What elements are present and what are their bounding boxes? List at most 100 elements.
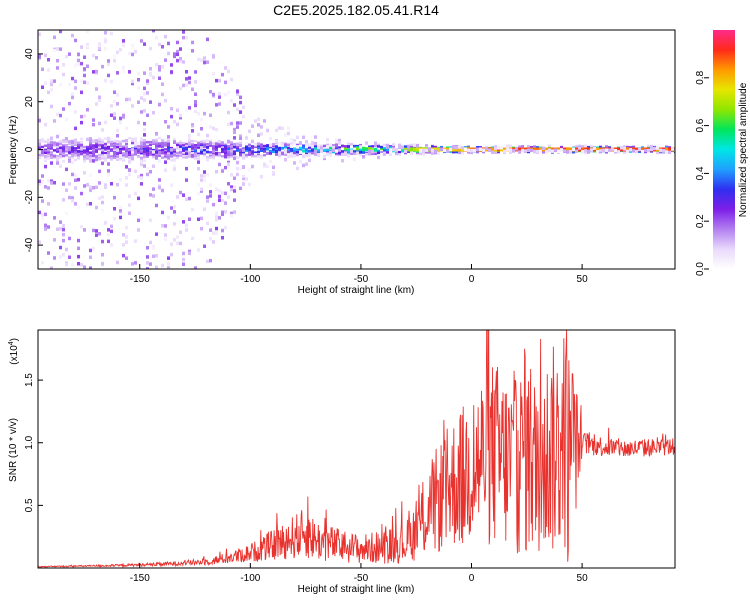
- spectrogram-cell: [161, 188, 164, 193]
- spectrogram-cell: [212, 240, 215, 244]
- spectrogram-cell: [134, 147, 137, 150]
- spectrogram-cell: [200, 140, 203, 144]
- spectrogram-cell: [215, 231, 218, 235]
- spectrogram-cell: [191, 147, 194, 150]
- spectrogram-cell: [143, 145, 146, 148]
- spectrogram-cell: [635, 147, 638, 152]
- spectrogram-cell: [182, 262, 185, 266]
- spectrogram-cell: [44, 122, 47, 127]
- spectrogram-cell: [182, 220, 185, 224]
- spectrogram-cell: [212, 126, 215, 131]
- spectrogram-cell: [47, 144, 50, 148]
- spectrogram-cell: [47, 202, 50, 206]
- spectrogram-cell: [275, 149, 278, 153]
- spectrogram-cell: [161, 140, 164, 143]
- spectrogram-cell: [56, 157, 59, 162]
- spectrogram-cell: [104, 78, 107, 83]
- spectrogram-cell: [308, 149, 311, 153]
- spectrogram-cell: [80, 144, 83, 147]
- spectrogram-cell: [326, 143, 329, 147]
- spectrogram-cell: [77, 205, 80, 209]
- spectrogram-cell: [83, 55, 86, 59]
- spectrogram-cell: [245, 136, 248, 140]
- spectrogram-cell: [110, 155, 113, 158]
- spectrogram-cell: [137, 196, 140, 201]
- spectrogram-cell: [497, 146, 500, 150]
- spectrogram-cell: [128, 172, 131, 176]
- spectrogram-cell: [239, 153, 242, 157]
- spectrogram-cell: [191, 144, 194, 148]
- spectrogram-cell: [86, 202, 89, 207]
- spectrogram-cell: [242, 182, 245, 186]
- spectrogram-cell: [482, 148, 485, 152]
- spectrogram-cell: [50, 161, 53, 165]
- spectrogram-cell: [38, 181, 41, 186]
- spectrogram-cell: [221, 142, 224, 145]
- spectrogram-cell: [428, 151, 431, 154]
- spectrogram-cell: [203, 141, 206, 145]
- spectrogram-cell: [146, 155, 149, 158]
- spectrogram-cell: [119, 215, 122, 220]
- svg-text:(x104): (x104): [8, 338, 20, 365]
- spectrogram-cell: [53, 181, 56, 185]
- spectrogram-cell: [47, 156, 50, 160]
- spectrogram-cell: [296, 150, 299, 154]
- spectrogram-cell: [452, 145, 455, 150]
- spectrogram-cell: [257, 133, 260, 137]
- spectrogram-cell: [83, 228, 86, 232]
- spectrogram-cell: [98, 169, 101, 174]
- spectrogram-cell: [95, 139, 98, 142]
- spectrogram-cell: [161, 224, 164, 228]
- spectrogram-cell: [302, 135, 305, 140]
- spectrogram-cell: [47, 148, 50, 152]
- spectrogram-cell: [218, 189, 221, 193]
- spectrogram-cell: [443, 148, 446, 153]
- spectrogram-cell: [77, 146, 80, 149]
- spectrogram-cell: [182, 153, 185, 157]
- spectrogram-cell: [215, 170, 218, 174]
- spectrogram-cell: [161, 210, 164, 215]
- spectrogram-cell: [236, 125, 239, 129]
- spectrogram-cell: [164, 58, 167, 62]
- spectrogram-cell: [380, 145, 383, 149]
- spectrogram-cell: [623, 145, 626, 148]
- spectrogram-cell: [305, 140, 308, 144]
- spectrogram-cell: [95, 144, 98, 147]
- spectrogram-cell: [125, 146, 128, 149]
- spectrogram-cell: [62, 139, 65, 142]
- spectrogram-cell: [230, 211, 233, 216]
- spectrogram-cell: [569, 149, 572, 154]
- spectrogram-cell: [221, 72, 224, 77]
- spectrogram-cell: [227, 110, 230, 115]
- spectrogram-cell: [509, 144, 512, 147]
- spectrogram-cell: [41, 150, 44, 153]
- spectrogram-cell: [212, 149, 215, 153]
- spectrogram-cell: [152, 150, 155, 154]
- spectrogram-cell: [227, 90, 230, 95]
- spectrogram-cell: [164, 120, 167, 124]
- spectrogram-cell: [185, 197, 188, 202]
- spectrogram-cell: [215, 78, 218, 83]
- spectrogram-cell: [452, 150, 455, 154]
- spectrogram-cell: [200, 127, 203, 131]
- spectrogram-cell: [143, 42, 146, 46]
- spectrogram-cell: [86, 145, 89, 149]
- spectrogram-cell: [95, 229, 98, 233]
- spectrogram-cell: [236, 107, 239, 112]
- spectrogram-cell: [218, 95, 221, 99]
- spectrogram-cell: [53, 48, 56, 53]
- spectrogram-cell: [143, 127, 146, 132]
- spectrogram-cell: [152, 155, 155, 159]
- x-tick-label: 0: [469, 274, 475, 285]
- spectrogram-cell: [143, 122, 146, 126]
- spectrogram-cell: [152, 254, 155, 258]
- spectrogram-cell: [263, 150, 266, 153]
- spectrogram-cell: [146, 81, 149, 86]
- spectrogram-cell: [239, 121, 242, 125]
- spectrogram-cell: [536, 146, 539, 149]
- spectrogram-cell: [413, 147, 416, 152]
- spectrogram-cell: [194, 266, 197, 269]
- spectrogram-cell: [572, 147, 575, 151]
- spectrogram-y-label: Frequency (Hz): [8, 116, 19, 185]
- spectrogram-cell: [92, 148, 95, 151]
